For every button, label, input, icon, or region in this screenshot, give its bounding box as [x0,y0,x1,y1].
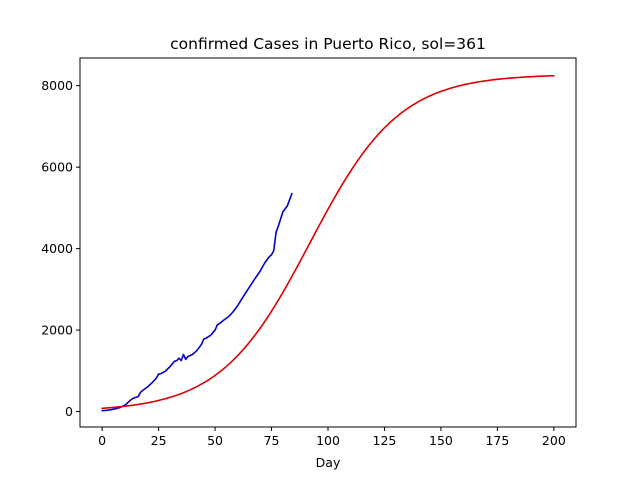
plot-area [101,74,555,412]
y-tick-label: 6000 [41,160,73,175]
y-tick-label: 4000 [41,241,73,256]
y-axis: 0 2000 4000 6000 8000 [41,78,80,419]
x-tick-label: 100 [316,433,340,448]
x-tick-label: 150 [429,433,453,448]
axes-frame [79,57,577,428]
x-axis: 0 25 50 75 100 125 150 175 200 [98,427,566,448]
y-tick-label: 2000 [41,323,73,338]
x-tick-label: 125 [373,433,397,448]
x-tick-label: 25 [151,433,167,448]
chart-title: confirmed Cases in Puerto Rico, sol=361 [170,35,486,53]
series-line-observed [101,192,293,412]
y-tick-label: 8000 [41,78,73,93]
y-tick-label: 0 [65,404,73,419]
x-axis-label: Day [316,455,341,470]
x-tick-label: 75 [264,433,280,448]
x-tick-label: 175 [485,433,509,448]
series-line-fit [101,74,555,410]
x-tick-label: 200 [542,433,566,448]
x-tick-label: 50 [207,433,223,448]
x-tick-label: 0 [98,433,106,448]
